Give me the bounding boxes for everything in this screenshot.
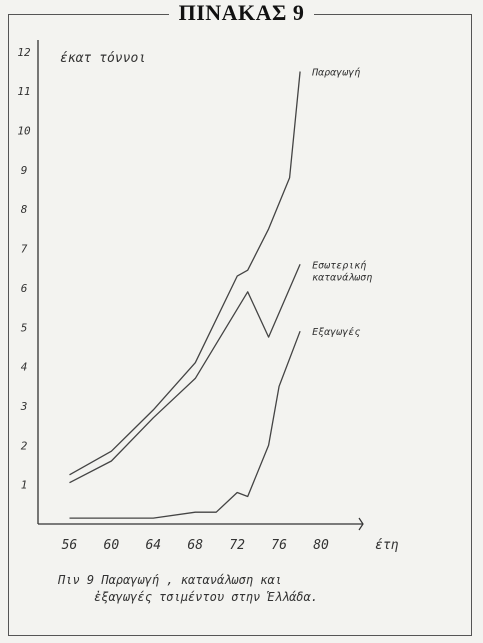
x-axis-arrow (358, 517, 364, 531)
x-tick-label: 80 (313, 538, 329, 553)
y-tick-label: 5 (21, 321, 28, 334)
series-lines (69, 71, 301, 519)
series-label-1: Παραγωγή (311, 66, 360, 78)
x-tick-label: 56 (62, 538, 78, 553)
y-tick-label: 6 (21, 282, 28, 295)
y-axis-label: έκατ τόννοι (60, 51, 146, 66)
series-line-2 (69, 264, 301, 484)
x-tick-label: 72 (229, 538, 245, 553)
x-tick-labels: 56 60 64 68 72 76 80 (62, 538, 329, 553)
x-tick-label: 64 (145, 538, 161, 553)
figure-caption: Πιν 9 Παραγωγή , κατανάλωση και ἐξαγωγές… (58, 572, 418, 606)
y-tick-label: 9 (21, 164, 28, 177)
x-tick-label: 76 (271, 538, 287, 553)
x-axis-label: έτη (375, 538, 399, 553)
y-tick-label: 10 (17, 125, 31, 138)
series-label-3: Εξαγωγές (312, 326, 360, 338)
series-label-2: Εσωτερική (312, 259, 366, 271)
y-tick-label: 4 (21, 361, 28, 374)
y-tick-label: 12 (17, 46, 31, 59)
y-tick-label: 7 (21, 243, 28, 256)
series-label-2: κατανάλωση (312, 271, 372, 283)
series-line-3 (69, 330, 301, 519)
y-tick-label: 11 (17, 85, 30, 98)
series-line-1 (69, 71, 301, 476)
chart-axes (37, 40, 364, 531)
x-tick-label: 60 (104, 538, 120, 553)
y-tick-label: 3 (20, 400, 28, 413)
y-tick-label: 8 (21, 203, 28, 216)
caption-line-2: ἐξαγωγές τσιμέντου στην Ἑλλάδα. (94, 590, 318, 604)
y-tick-label: 2 (21, 439, 28, 452)
y-tick-label: 1 (21, 479, 28, 492)
caption-line-1: Πιν 9 Παραγωγή , κατανάλωση και (58, 573, 282, 587)
x-tick-label: 68 (187, 538, 203, 553)
page-title: ΠΙΝΑΚΑΣ 9 (0, 0, 483, 26)
